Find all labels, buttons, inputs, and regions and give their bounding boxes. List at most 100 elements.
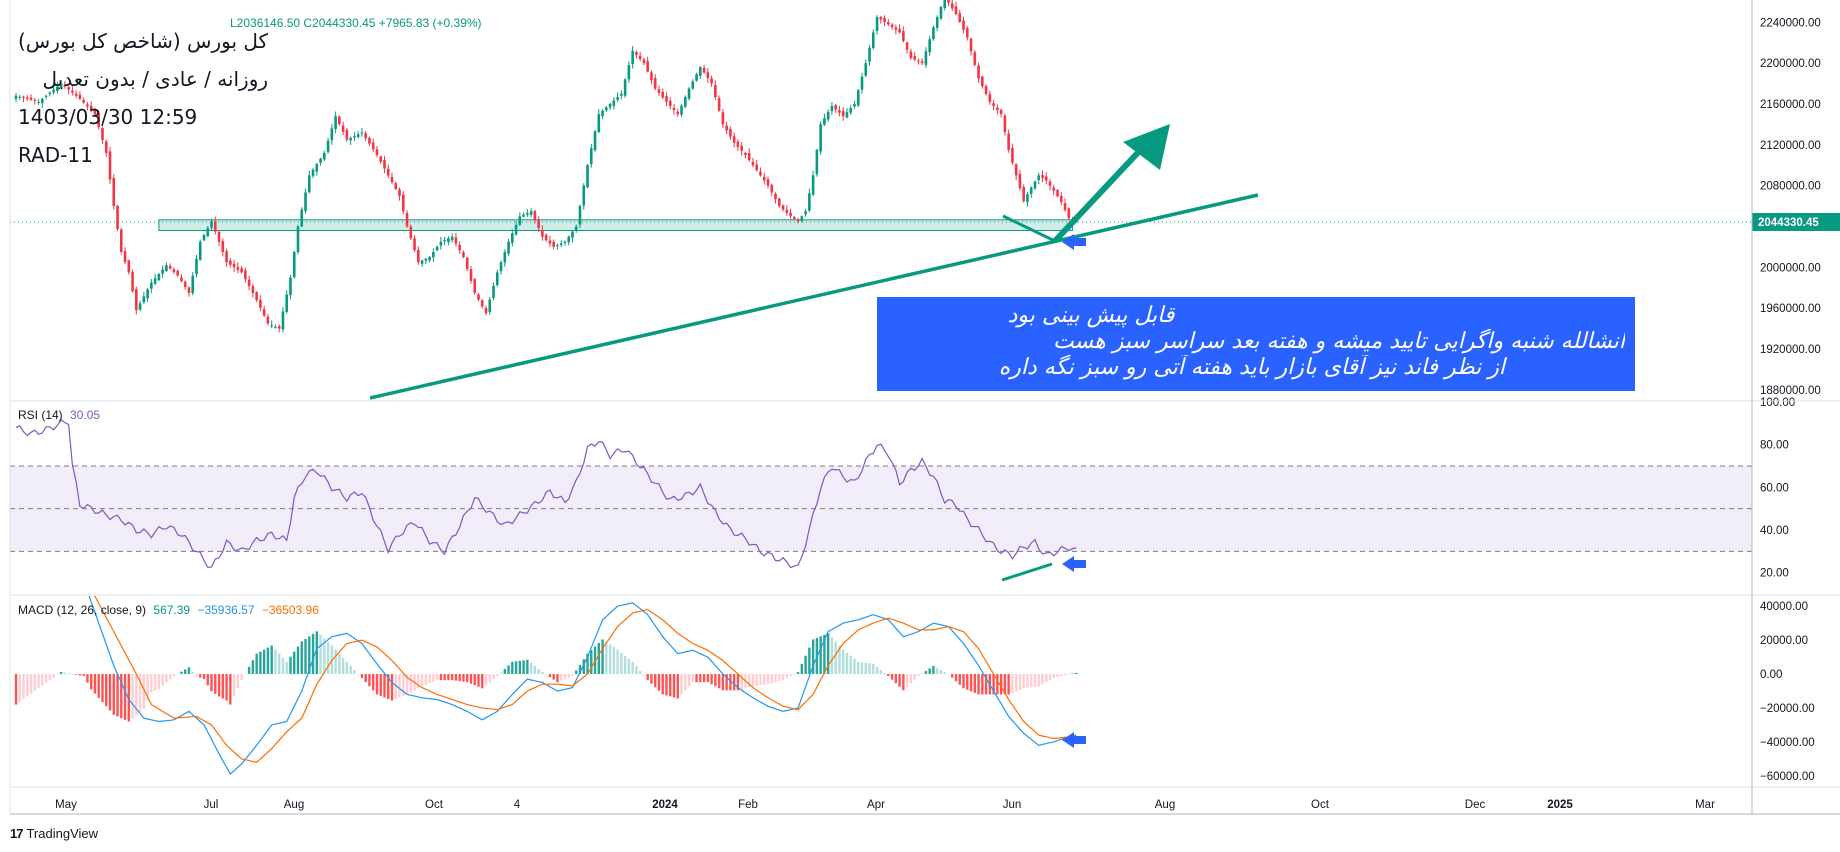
candle: [187, 286, 191, 297]
candle-body: [398, 189, 401, 196]
candle-body: [450, 236, 454, 241]
candle-body: [229, 260, 232, 265]
candle: [495, 269, 499, 287]
candle-body: [202, 234, 206, 241]
candle: [29, 94, 33, 101]
candle-body: [74, 93, 78, 96]
candle-body: [725, 125, 728, 131]
time-axis-tick: 4: [514, 799, 521, 811]
candle-body: [82, 99, 85, 103]
macd-histogram-bar: [1063, 674, 1067, 676]
candle-body: [939, 6, 943, 19]
macd-histogram-bar: [661, 674, 664, 695]
candle: [808, 188, 811, 213]
candle: [401, 191, 405, 215]
candle-body: [849, 108, 853, 113]
macd-histogram-bar: [387, 674, 390, 699]
macd-histogram-bar: [732, 674, 736, 691]
candle: [413, 235, 416, 252]
candle-body: [999, 109, 1003, 115]
candle-body: [935, 17, 939, 28]
candle: [578, 204, 582, 229]
price-pane[interactable]: [10, 0, 1752, 333]
candle: [665, 92, 668, 107]
time-axis[interactable]: May Jul Aug Oct 4 2024 Feb Apr Jun Aug Oct Dec 2025 M…: [55, 799, 1715, 811]
candle-body: [589, 148, 593, 165]
candle: [853, 100, 856, 109]
candle-body: [157, 273, 161, 281]
macd-histogram-bar: [33, 674, 36, 691]
candle: [710, 75, 713, 87]
candle: [533, 210, 537, 224]
candle: [217, 230, 221, 247]
macd-legend[interactable]: MACD (12, 26, close, 9) 567.39 −35936.57…: [18, 603, 319, 617]
macd-pane[interactable]: [14, 487, 1078, 776]
candle-body: [176, 270, 179, 276]
candle: [717, 95, 721, 112]
macd-histogram-bar: [958, 674, 961, 685]
candle-body: [477, 294, 480, 300]
macd-histogram-bar: [939, 669, 943, 675]
candle: [661, 88, 665, 100]
candle: [1018, 169, 1022, 191]
macd-histogram-bar: [672, 674, 676, 698]
macd-histogram-bar: [969, 674, 973, 692]
candle-body: [296, 226, 300, 253]
candle-body: [135, 289, 138, 311]
candle-body: [887, 22, 890, 25]
price-axis[interactable]: 2240000.00 2200000.00 2160000.00 2120000.00…: [1752, 17, 1840, 783]
candle-body: [571, 231, 574, 238]
macd-histogram-bar: [108, 674, 112, 711]
candle: [63, 80, 67, 89]
candle: [195, 255, 198, 278]
candle-body: [556, 245, 559, 247]
candle: [751, 157, 755, 168]
candle-body: [981, 76, 984, 87]
candle: [826, 109, 830, 123]
candle-body: [187, 287, 191, 293]
rsi-divergence-line: [1001, 562, 1053, 582]
annotation-box[interactable]: قابل پیش بینی بود انشالله شنبه واگرایی ت…: [877, 297, 1635, 391]
macd-histogram-bar: [262, 649, 266, 675]
candle: [894, 24, 898, 35]
candle-body: [638, 55, 642, 60]
macd-axis-tick: 40000.00: [1760, 601, 1808, 613]
macd-histogram-bar: [691, 674, 694, 683]
candle: [1022, 184, 1025, 203]
rsi-axis-tick: 100.00: [1760, 397, 1795, 409]
tradingview-logo[interactable]: 17 TradingView: [10, 826, 98, 841]
candle-body: [37, 101, 40, 103]
candle-body: [379, 156, 383, 162]
candle: [1033, 180, 1037, 191]
candle: [856, 88, 860, 108]
candle-body: [729, 128, 732, 137]
rsi-legend[interactable]: RSI (14) 30.05: [18, 408, 100, 422]
candle: [958, 9, 962, 23]
candle-body: [533, 210, 537, 220]
macd-histogram-bar: [544, 674, 548, 675]
macd-legend-name: MACD (12, 26, close, 9): [18, 603, 147, 617]
macd-histogram-bar: [319, 634, 322, 675]
candle: [469, 266, 473, 284]
candle: [281, 306, 285, 333]
candle: [86, 101, 89, 111]
candle-body: [127, 260, 131, 273]
candle-body: [97, 112, 101, 128]
candle-body: [232, 263, 236, 268]
macd-axis-tick: −40000.00: [1760, 737, 1815, 749]
macd-histogram-bar: [345, 661, 349, 675]
candle: [999, 108, 1003, 118]
candle: [1014, 163, 1018, 180]
candle-body: [691, 81, 695, 89]
candle: [928, 36, 931, 56]
candle: [563, 240, 567, 246]
macd-histogram-bar: [864, 662, 867, 675]
macd-histogram-bar: [462, 674, 465, 682]
macd-histogram-bar: [714, 674, 717, 687]
macd-histogram-bar: [67, 673, 70, 675]
rsi-pane[interactable]: [10, 419, 1752, 569]
candle-body: [1059, 196, 1063, 202]
candle-body: [529, 211, 533, 215]
macd-histogram-bar: [842, 649, 845, 675]
